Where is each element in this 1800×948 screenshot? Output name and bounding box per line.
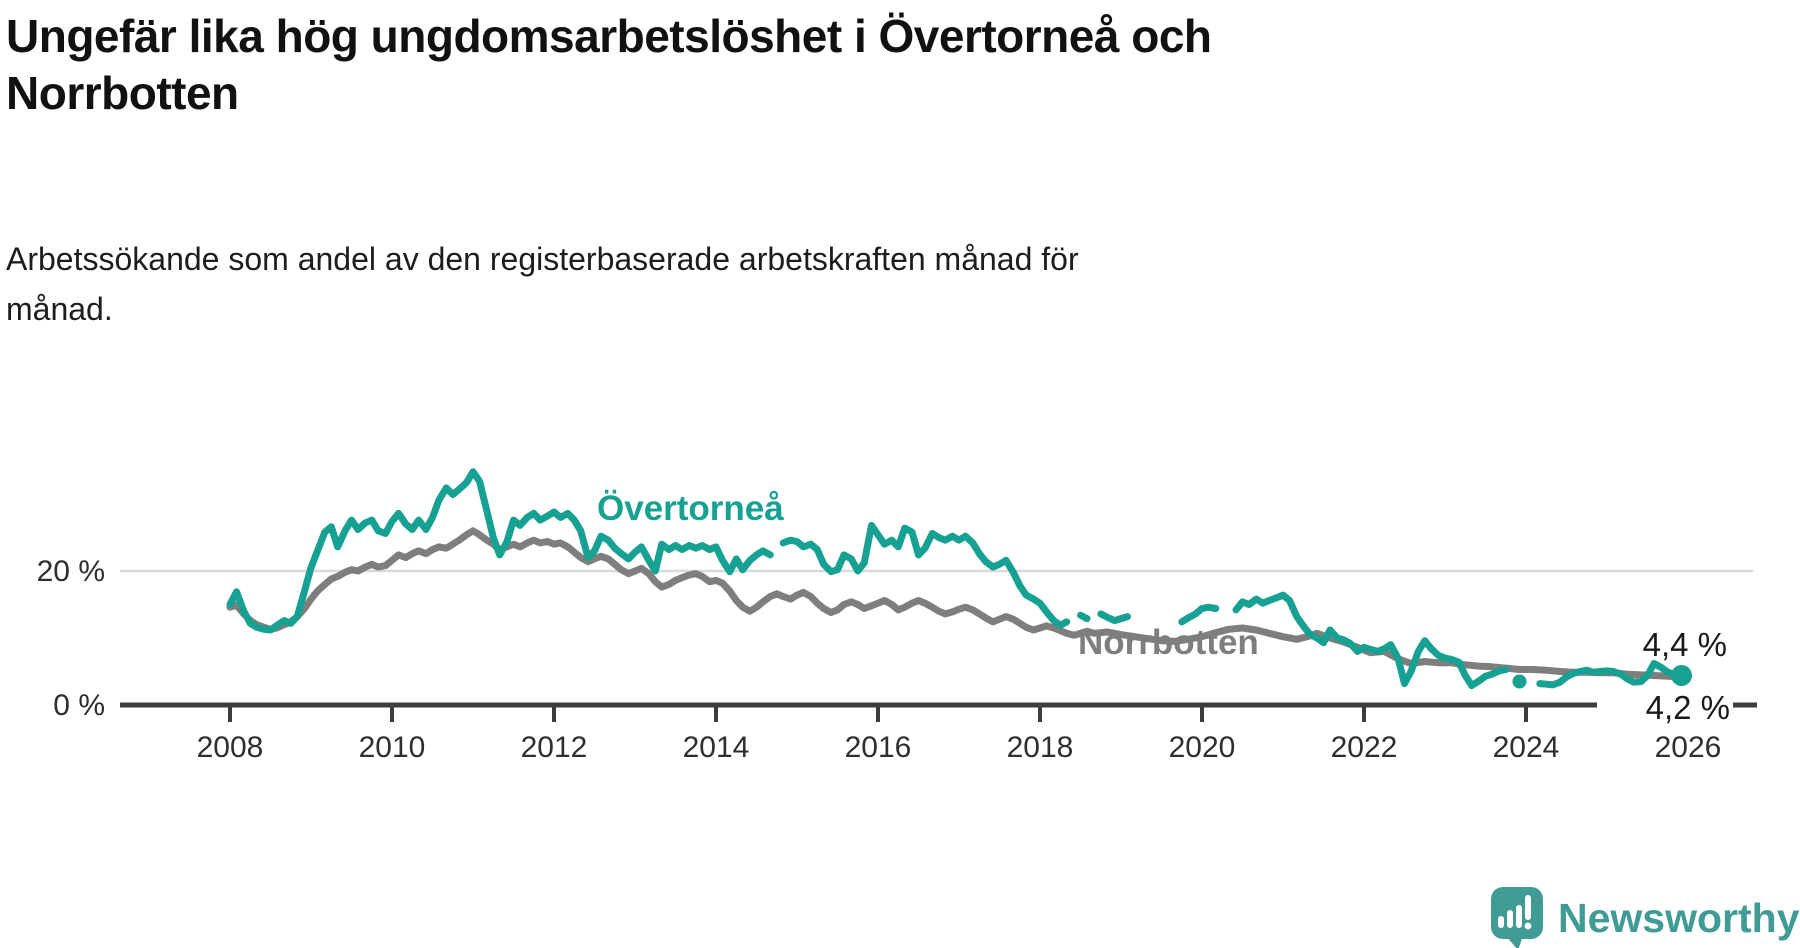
newsworthy-speech-bubble-icon xyxy=(1491,887,1543,948)
series-label-overtornea: Övertorneå xyxy=(597,489,784,528)
end-value-label-norrbotten: 4,2 % xyxy=(1597,689,1733,727)
end-value-label-overtornea: 4,4 % xyxy=(1642,626,1727,663)
end-marker-Övertorneå xyxy=(1671,665,1692,686)
page-title: Ungefär lika hög ungdomsarbetslöshet i Ö… xyxy=(6,10,1212,119)
series-line-Övertorneå xyxy=(1077,611,1091,623)
x-tick-label-2018: 2018 xyxy=(1006,731,1074,764)
series-line-Övertorneå xyxy=(1097,610,1131,625)
x-tick-label-2024: 2024 xyxy=(1492,731,1560,764)
x-tick-label-2014: 2014 xyxy=(682,731,750,764)
x-tick-label-2010: 2010 xyxy=(358,731,426,764)
x-tick-label-2012: 2012 xyxy=(520,731,588,764)
series-line-Övertorneå xyxy=(226,468,774,634)
logo-text: Newsworthy xyxy=(1558,895,1800,941)
data-point-Övertorneå xyxy=(1512,674,1527,689)
x-tick-label-2008: 2008 xyxy=(196,731,264,764)
series-line-Övertorneå xyxy=(1536,660,1685,689)
x-tick-label-2016: 2016 xyxy=(844,731,912,764)
series-line-Övertorneå xyxy=(1232,591,1510,690)
x-tick-label-2020: 2020 xyxy=(1168,731,1236,764)
y-tick-label-0: 0 % xyxy=(53,689,105,722)
x-tick-label-2022: 2022 xyxy=(1330,731,1398,764)
series-line-Norrbotten xyxy=(226,527,1685,681)
series-line-Övertorneå xyxy=(1178,603,1220,626)
newsworthy-logo: Newsworthy xyxy=(1490,886,1800,948)
x-tick-label-2026: 2026 xyxy=(1654,731,1722,764)
series-label-norrbotten: Norrbotten xyxy=(1078,623,1259,662)
series-line-Övertorneå xyxy=(779,521,1071,629)
y-tick-label-20: 20 % xyxy=(36,555,105,588)
chart-subtitle: Arbetssökande som andel av den registerb… xyxy=(6,241,1079,327)
